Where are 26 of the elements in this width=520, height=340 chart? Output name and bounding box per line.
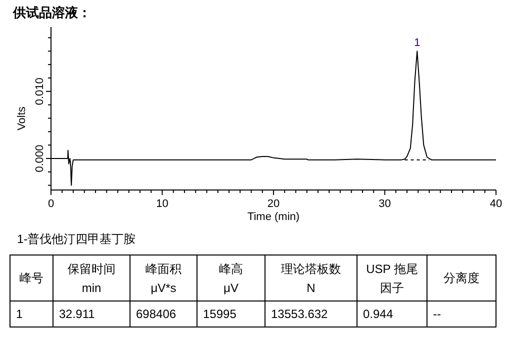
text: --: [433, 307, 441, 321]
text: 峰号: [20, 271, 44, 285]
text: 峰高 μV: [219, 262, 243, 295]
text: 1-普伐他汀四甲基丁胺: [17, 232, 136, 246]
text: 分离度: [444, 271, 480, 285]
text: USP 拖尾因子: [366, 262, 418, 295]
chart-title: 供试品溶液：: [12, 5, 91, 20]
text: 0.944: [363, 307, 394, 321]
annotation: 1: [414, 37, 420, 50]
text: 15995: [203, 307, 237, 321]
y-tick-label: 0.000: [34, 144, 46, 172]
y-axis-title: Volts: [16, 106, 28, 130]
text: 1: [16, 307, 23, 321]
x-tick-label: 0: [48, 198, 54, 210]
text: 峰面积 μV*s: [146, 262, 182, 295]
x-tick-label: 40: [490, 198, 502, 210]
text: 保留时间 min: [68, 262, 116, 295]
text: 理论塔板数 N: [281, 262, 341, 295]
x-axis-title: Time (min): [247, 211, 300, 223]
text: 698406: [136, 307, 176, 321]
text: 32.911: [59, 307, 96, 321]
text: 13553.632: [271, 307, 328, 321]
x-tick-label: 10: [156, 198, 168, 210]
y-tick-label: 0.010: [34, 78, 46, 106]
x-tick-label: 20: [267, 198, 280, 210]
x-tick-label: 30: [378, 198, 391, 210]
